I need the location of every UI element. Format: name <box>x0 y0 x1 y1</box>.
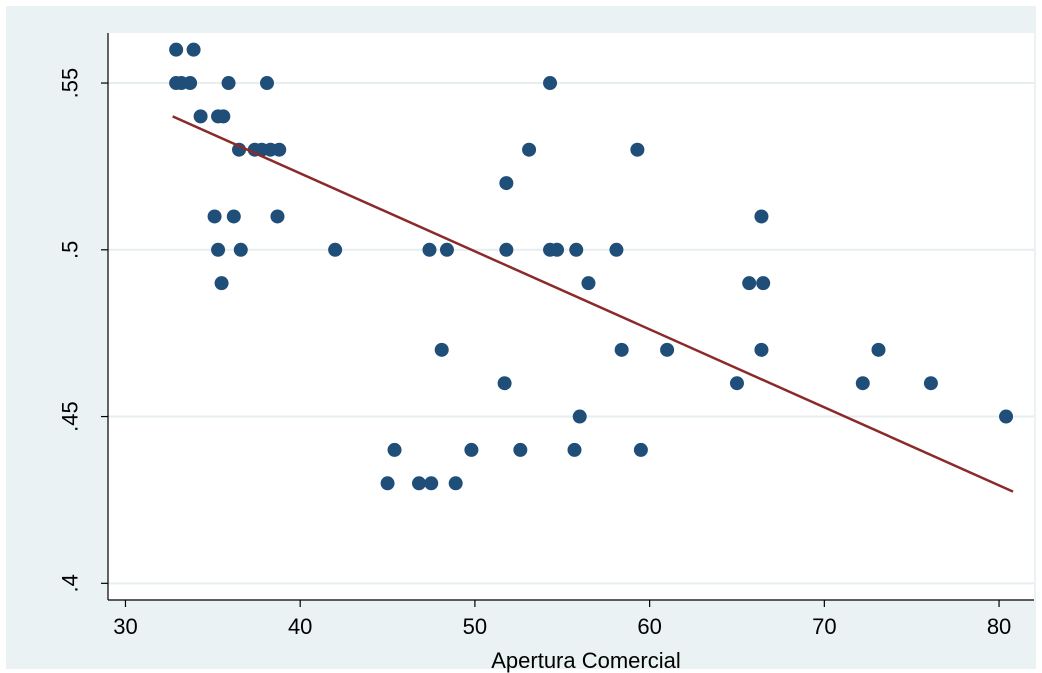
data-point-44 <box>855 376 870 391</box>
x-tick-label-5: 80 <box>987 614 1011 639</box>
data-point-8 <box>193 109 208 124</box>
data-point-28 <box>499 242 514 257</box>
data-point-36 <box>756 276 771 291</box>
data-point-25 <box>328 242 343 257</box>
data-point-19 <box>207 209 222 224</box>
x-tick-label-2: 50 <box>463 614 487 639</box>
data-point-47 <box>999 409 1014 424</box>
data-point-37 <box>434 342 449 357</box>
data-point-7 <box>543 76 558 91</box>
data-point-40 <box>754 342 769 357</box>
data-point-5 <box>221 76 236 91</box>
data-point-43 <box>729 376 744 391</box>
data-point-20 <box>226 209 241 224</box>
x-tick-label-0: 30 <box>113 614 137 639</box>
data-point-52 <box>633 442 648 457</box>
data-point-26 <box>422 242 437 257</box>
y-tick-label-2: .5 <box>58 241 83 259</box>
data-point-31 <box>569 242 584 257</box>
data-point-32 <box>609 242 624 257</box>
data-point-24 <box>233 242 248 257</box>
x-tick-label-4: 70 <box>812 614 836 639</box>
data-point-39 <box>660 342 675 357</box>
data-point-21 <box>270 209 285 224</box>
x-axis-title: Apertura Comercial <box>491 648 681 673</box>
data-point-18 <box>499 176 514 191</box>
data-point-17 <box>630 142 645 157</box>
data-point-10 <box>216 109 231 124</box>
data-point-49 <box>464 442 479 457</box>
data-point-54 <box>411 476 426 491</box>
data-point-53 <box>380 476 395 491</box>
data-point-55 <box>424 476 439 491</box>
data-point-1 <box>186 42 201 57</box>
data-point-22 <box>754 209 769 224</box>
data-point-50 <box>513 442 528 457</box>
data-point-30 <box>550 242 565 257</box>
data-point-38 <box>614 342 629 357</box>
data-point-41 <box>871 342 886 357</box>
data-point-27 <box>439 242 454 257</box>
data-point-16 <box>522 142 537 157</box>
data-point-34 <box>581 276 596 291</box>
data-point-51 <box>567 442 582 457</box>
data-point-45 <box>923 376 938 391</box>
fit-line <box>172 115 1014 493</box>
x-tick-label-3: 60 <box>637 614 661 639</box>
data-point-46 <box>572 409 587 424</box>
data-point-56 <box>448 476 463 491</box>
y-tick-label-0: .4 <box>58 574 83 592</box>
data-point-23 <box>211 242 226 257</box>
x-tick-label-1: 40 <box>288 614 312 639</box>
data-point-48 <box>387 442 402 457</box>
data-point-33 <box>214 276 229 291</box>
plot-area <box>108 33 1034 600</box>
data-point-4 <box>183 76 198 91</box>
y-tick-label-1: .45 <box>58 401 83 432</box>
data-point-0 <box>169 42 184 57</box>
y-tick-label-3: .55 <box>58 68 83 99</box>
data-point-42 <box>497 376 512 391</box>
data-point-35 <box>742 276 757 291</box>
data-point-15 <box>272 142 287 157</box>
data-point-6 <box>259 76 274 91</box>
